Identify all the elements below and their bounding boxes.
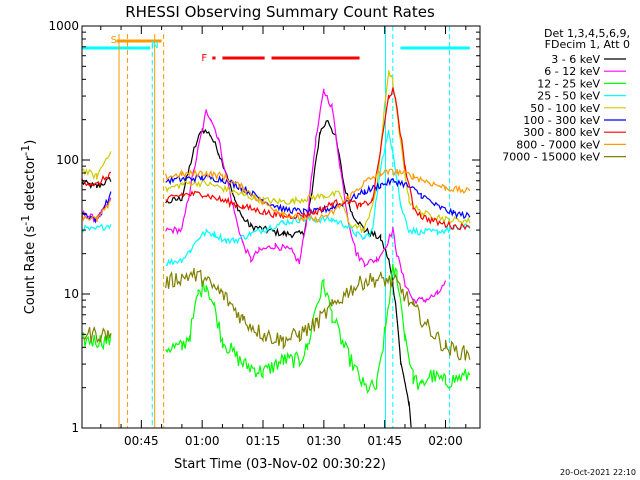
- legend-label-0: 3 - 6 keV: [551, 53, 600, 66]
- flare-label: F: [201, 53, 207, 64]
- legend: Det 1,3,4,5,6,9,FDecim 1, Att 0 3 - 6 keV…: [502, 27, 630, 164]
- series-line-0: [81, 120, 412, 428]
- series-line-8: [81, 267, 471, 361]
- legend-label-2: 12 - 25 keV: [537, 77, 600, 90]
- axes: 1 10 100 1000 00:45 01:00 01:15 01:30 01:45 02:00: [48, 19, 480, 448]
- series-line-2: [82, 263, 471, 394]
- legend-label-8: 7000 - 15000 keV: [502, 151, 600, 164]
- night-label: N: [151, 40, 158, 51]
- x-tick-label-1: 01:00: [185, 434, 220, 448]
- legend-label-4: 50 - 100 keV: [530, 102, 600, 115]
- x-tick-label-3: 01:30: [307, 434, 342, 448]
- plot-frame: [81, 25, 481, 429]
- saa-label: S: [111, 35, 117, 46]
- x-tick-label-4: 01:45: [367, 434, 402, 448]
- chart-title: RHESSI Observing Summary Count Rates: [125, 3, 435, 21]
- legend-header-0: Det 1,3,4,5,6,9,: [544, 27, 630, 40]
- legend-label-7: 800 - 7000 keV: [516, 138, 600, 151]
- x-tick-label-2: 01:15: [246, 434, 281, 448]
- y-tick-label-2: 100: [56, 153, 79, 167]
- series-line-3: [81, 129, 471, 267]
- series-line-4: [81, 70, 471, 234]
- y-tick-label-3: 1000: [48, 19, 79, 33]
- x-axis-label: Start Time (03-Nov-02 00:30:22): [174, 457, 386, 472]
- series-line-7: [81, 168, 471, 224]
- legend-label-3: 25 - 50 keV: [537, 90, 600, 103]
- series-line-6: [81, 87, 471, 231]
- footer-date: 20-Oct-2021 22:10: [560, 468, 636, 477]
- y-axis-label: Count Rate (s-1 detector-1): [19, 140, 38, 315]
- y-tick-label-0: 1: [71, 421, 79, 435]
- y-tick-label-1: 10: [64, 287, 79, 301]
- observing-periods: S N F: [82, 26, 470, 428]
- x-tick-label-0: 00:45: [124, 434, 159, 448]
- legend-label-1: 6 - 12 keV: [544, 65, 600, 78]
- legend-label-5: 100 - 300 keV: [523, 114, 600, 127]
- x-tick-label-5: 02:00: [428, 434, 463, 448]
- legend-header-1: FDecim 1, Att 0: [545, 38, 630, 51]
- plot-area: [81, 70, 471, 428]
- legend-label-6: 300 - 800 keV: [523, 126, 600, 139]
